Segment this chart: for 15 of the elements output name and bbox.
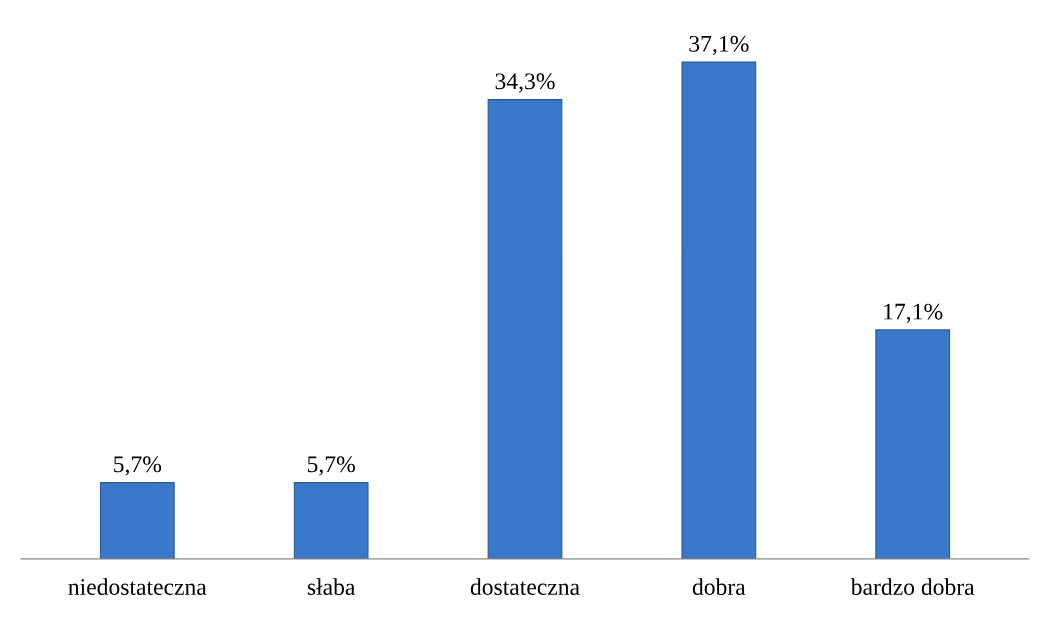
x-tick-label: bardzo dobra [850, 578, 975, 595]
x-tick-label: dostateczna [470, 578, 580, 595]
x-tick-label: niedostateczna [68, 578, 207, 595]
x-tick-label: dobra [692, 578, 746, 595]
bar [875, 329, 951, 559]
data-label: 5,7% [307, 456, 355, 476]
data-label: 5,7% [114, 456, 162, 476]
data-label: 17,1% [884, 303, 943, 323]
bar [99, 482, 175, 559]
data-label: 34,3% [495, 73, 555, 93]
bar [487, 99, 563, 559]
x-tick-label: słaba [307, 578, 356, 595]
bar [293, 482, 369, 559]
bar [681, 61, 757, 559]
data-label: 37,1% [689, 35, 749, 56]
